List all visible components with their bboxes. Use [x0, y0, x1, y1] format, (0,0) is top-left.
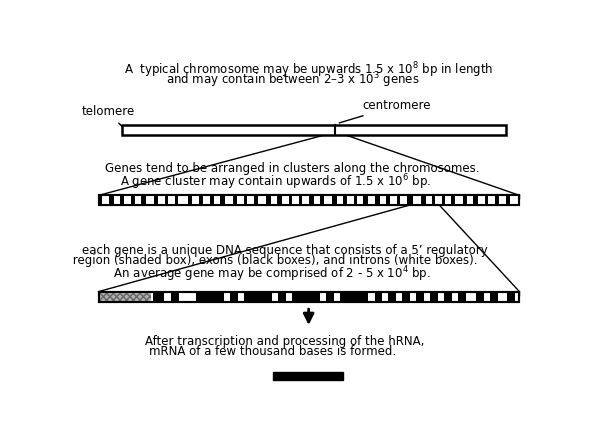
Bar — [271, 196, 277, 205]
Bar — [510, 196, 518, 205]
Bar — [214, 196, 220, 205]
Bar — [99, 292, 151, 302]
Bar — [122, 124, 505, 135]
Text: region (shaded box), exons (black boxes), and introns (white boxes).: region (shaded box), exons (black boxes)… — [69, 254, 477, 267]
Bar — [303, 196, 309, 205]
Text: centromere: centromere — [339, 99, 431, 123]
Bar — [99, 292, 151, 302]
Bar — [388, 292, 396, 301]
Bar — [153, 292, 164, 301]
Bar — [238, 196, 244, 205]
Bar — [467, 196, 473, 205]
Bar — [324, 196, 332, 205]
Bar — [357, 196, 363, 205]
Bar — [230, 292, 238, 301]
Bar — [417, 292, 424, 301]
Bar — [146, 196, 154, 205]
Bar — [478, 196, 485, 205]
Bar — [178, 196, 188, 205]
Text: mRNA of a few thousand bases is formed.: mRNA of a few thousand bases is formed. — [150, 345, 397, 358]
Bar — [341, 292, 368, 301]
Bar — [413, 196, 421, 205]
Bar — [380, 196, 386, 205]
Bar — [445, 196, 451, 205]
Text: telomere: telomere — [81, 105, 135, 127]
Bar — [225, 196, 233, 205]
Bar — [282, 196, 288, 205]
Bar — [99, 195, 519, 206]
Bar — [159, 196, 165, 205]
Bar — [488, 196, 494, 205]
Text: and may contain between 2–3 x 10$^{3}$ genes: and may contain between 2–3 x 10$^{3}$ g… — [166, 71, 419, 90]
Bar — [326, 292, 334, 301]
Bar — [203, 196, 210, 205]
Bar — [400, 196, 407, 205]
Bar — [247, 196, 254, 205]
Bar — [435, 196, 442, 205]
Bar — [192, 196, 198, 205]
Bar — [135, 196, 141, 205]
Bar — [390, 196, 397, 205]
Bar — [279, 292, 286, 301]
Bar — [314, 196, 320, 205]
Bar — [99, 292, 519, 302]
Text: After transcription and processing of the hRNA,: After transcription and processing of th… — [145, 335, 425, 348]
Bar — [368, 196, 375, 205]
Text: each gene is a unique DNA sequence that consists of a 5’ regulatory: each gene is a unique DNA sequence that … — [82, 244, 487, 257]
Bar — [273, 373, 343, 380]
Bar — [458, 292, 466, 301]
Bar — [102, 196, 110, 205]
Bar — [168, 196, 175, 205]
Bar — [507, 292, 515, 301]
Bar — [431, 292, 438, 301]
Bar — [171, 292, 179, 301]
Bar — [244, 292, 272, 301]
Bar — [292, 196, 298, 205]
Bar — [196, 292, 224, 301]
Bar — [99, 195, 519, 206]
Bar — [455, 196, 463, 205]
Text: An average gene may be comprised of 2 - 5 x 10$^{4}$ bp.: An average gene may be comprised of 2 - … — [110, 264, 431, 284]
Bar — [426, 196, 432, 205]
Text: A  typical chromosome may be upwards 1.5 x 10¸ bp in length: A typical chromosome may be upwards 1.5 … — [124, 60, 494, 74]
Bar — [124, 196, 131, 205]
Bar — [114, 196, 121, 205]
Bar — [402, 292, 410, 301]
Bar — [490, 292, 497, 301]
Bar — [257, 196, 266, 205]
Bar — [499, 196, 507, 205]
Bar — [292, 292, 320, 301]
Text: A gene cluster may contain upwards of 1.5 x 10$^{6}$ bp.: A gene cluster may contain upwards of 1.… — [120, 172, 431, 192]
Text: Genes tend to be arranged in clusters along the chromosomes.: Genes tend to be arranged in clusters al… — [105, 162, 479, 175]
Bar — [336, 196, 343, 205]
Text: A  typical chromosome may be upwards 1.5 x 10$^{8}$ bp in length: A typical chromosome may be upwards 1.5 … — [124, 60, 493, 80]
Bar — [444, 292, 452, 301]
Bar — [99, 292, 519, 302]
Bar — [476, 292, 484, 301]
Bar — [374, 292, 382, 301]
Bar — [347, 196, 353, 205]
